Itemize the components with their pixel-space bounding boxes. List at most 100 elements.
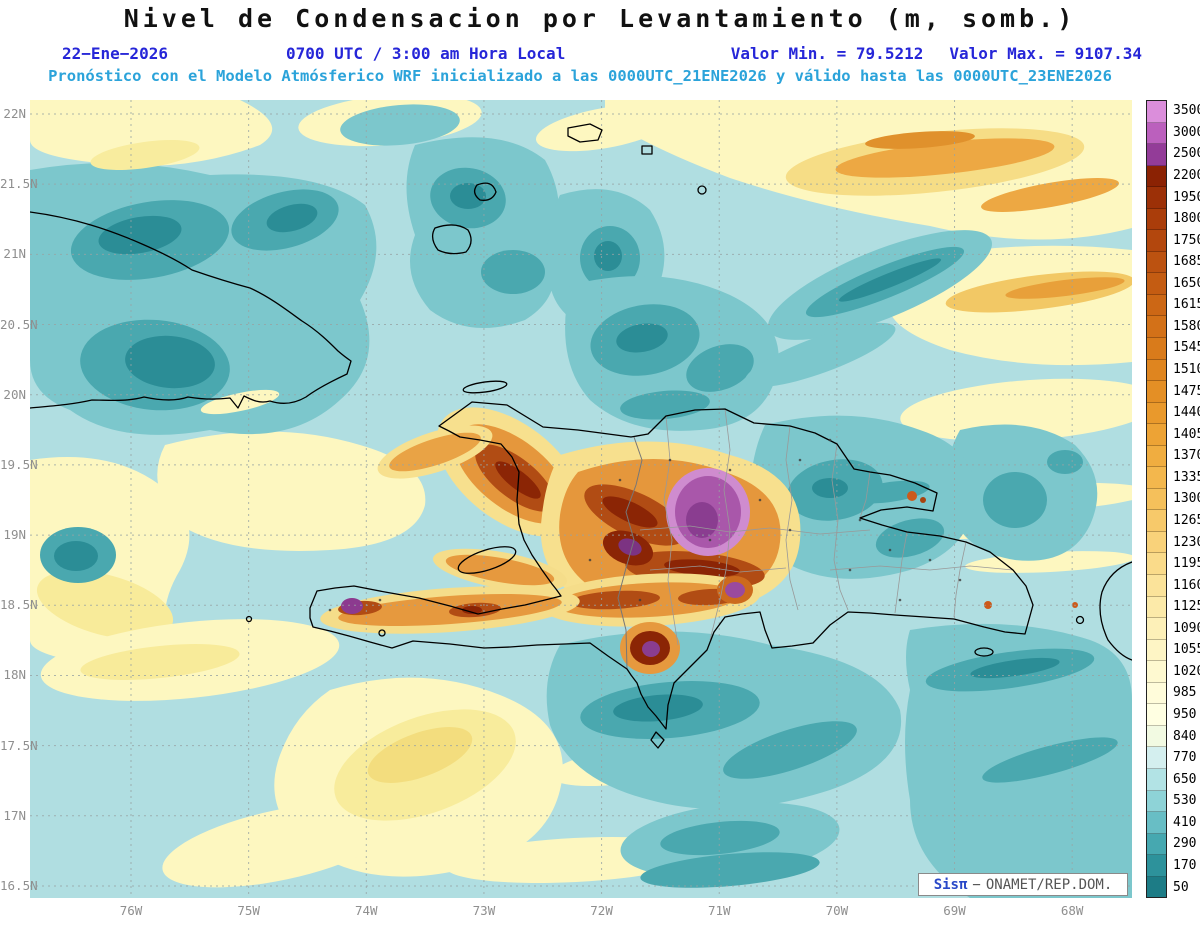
legend-value: 950: [1173, 707, 1197, 723]
legend-cell: [1147, 445, 1166, 468]
lat-tick: 21.5N: [0, 176, 38, 192]
legend-value: 410: [1173, 814, 1197, 830]
lon-tick: 71W: [707, 903, 731, 918]
legend-cell: [1147, 553, 1166, 576]
legend-value: 1055: [1173, 642, 1200, 658]
legend-value: 1545: [1173, 340, 1200, 356]
legend-value: 290: [1173, 836, 1197, 852]
legend-cell: [1147, 294, 1166, 317]
legend-cell: [1147, 747, 1166, 769]
legend-value: 1685: [1173, 254, 1200, 270]
legend-cell: [1147, 596, 1166, 619]
lat-tick: 17N: [3, 807, 26, 823]
legend-value: 1335: [1173, 469, 1200, 485]
lon-tick: 72W: [590, 903, 613, 918]
legend-value: 1230: [1173, 534, 1200, 550]
legend-cell: [1147, 338, 1166, 360]
legend-cell: [1147, 725, 1166, 748]
legend-value: 2200: [1173, 167, 1200, 183]
lat-tick: 17.5N: [0, 737, 38, 753]
lat-tick: 20N: [3, 386, 26, 402]
max-value: Valor Max. = 9107.34: [949, 44, 1142, 63]
color-scale-bar: [1146, 100, 1167, 898]
lon-tick: 74W: [354, 903, 378, 918]
longitude-axis: 76W 75W 74W 73W 72W 71W 70W 69W 68W: [30, 903, 1132, 923]
admin-borders: [617, 408, 1014, 670]
legend-value: 1370: [1173, 448, 1200, 464]
watermark: Sisπ − ONAMET/REP.DOM.: [918, 873, 1128, 896]
legend-value: 2500: [1173, 146, 1200, 162]
contour-field: [30, 100, 1132, 898]
graticule: [30, 100, 1132, 898]
legend-value: 1440: [1173, 405, 1200, 421]
legend-cell: [1147, 488, 1166, 511]
legend-value: 770: [1173, 750, 1197, 766]
lat-tick: 19.5N: [0, 456, 38, 472]
legend-cell: [1147, 208, 1166, 231]
legend-cell: [1147, 251, 1166, 274]
legend-cell: [1147, 682, 1166, 705]
run-date: 22−Ene−2026: [62, 44, 168, 63]
legend-value: 50: [1173, 879, 1189, 895]
legend-cell: [1147, 122, 1166, 145]
legend-cell: [1147, 359, 1166, 382]
watermark-org: ONAMET/REP.DOM.: [985, 876, 1113, 893]
legend-cell: [1147, 101, 1166, 123]
terrain-stipple: [328, 438, 962, 612]
lon-tick: 70W: [825, 903, 849, 918]
legend-value: 1475: [1173, 383, 1200, 399]
lat-tick: 20.5N: [0, 316, 38, 332]
legend-cell: [1147, 855, 1166, 877]
legend-cell: [1147, 531, 1166, 554]
lat-tick: 18N: [3, 667, 26, 683]
page-title: Nivel de Condensacion por Levantamiento …: [123, 4, 1077, 33]
legend-value: 840: [1173, 728, 1197, 744]
legend-cell: [1147, 187, 1166, 209]
lon-tick: 75W: [237, 903, 260, 918]
legend-value: 1950: [1173, 189, 1200, 205]
legend-cell: [1147, 661, 1166, 683]
legend-value: 1650: [1173, 275, 1200, 291]
legend-value: 3500: [1173, 103, 1200, 119]
min-value: Valor Min. = 79.5212: [730, 44, 924, 63]
legend-cell: [1147, 833, 1166, 856]
legend-cell: [1147, 467, 1166, 489]
valid-time: 0700 UTC / 3:00 am Hora Local: [285, 44, 566, 63]
legend-value: 1405: [1173, 426, 1200, 442]
legend-value: 1125: [1173, 599, 1200, 615]
meta-line: 22−Ene−2026 0700 UTC / 3:00 am Hora Loca…: [62, 44, 1142, 63]
legend-cell: [1147, 165, 1166, 188]
legend-cell: [1147, 402, 1166, 425]
legend-value: 1300: [1173, 491, 1200, 507]
legend-cell: [1147, 316, 1166, 339]
legend-value: 1090: [1173, 620, 1200, 636]
legend-value: 1510: [1173, 362, 1200, 378]
legend-value: 650: [1173, 771, 1197, 787]
legend-cell: [1147, 575, 1166, 597]
legend-value: 1800: [1173, 211, 1200, 227]
lat-tick: 21N: [3, 246, 26, 262]
legend-cell: [1147, 424, 1166, 446]
legend-value: 3000: [1173, 124, 1200, 140]
lat-tick: 18.5N: [0, 597, 38, 613]
legend-value: 530: [1173, 793, 1197, 809]
watermark-brand: Sisπ: [933, 876, 968, 893]
legend-value: 170: [1173, 857, 1197, 873]
legend-cell: [1147, 381, 1166, 403]
legend-cell: [1147, 144, 1166, 166]
legend-value: 1195: [1173, 556, 1200, 572]
color-scale-labels: 3500 3000 2500 2200 1950 1800 1750 1685 1650 1615…: [1173, 100, 1200, 898]
coastlines: [30, 123, 1132, 749]
lon-tick: 69W: [943, 903, 966, 918]
legend-value: 1750: [1173, 232, 1200, 248]
latitude-axis: 22N 21.5N 21N 20.5N 20N 19.5N 19N 18.5N 18N 17.5N…: [0, 100, 38, 898]
lon-tick: 68W: [1060, 903, 1084, 918]
lon-tick: 73W: [472, 903, 496, 918]
legend-value: 1265: [1173, 512, 1200, 528]
lat-tick: 19N: [3, 527, 26, 543]
lat-tick: 16.5N: [0, 877, 38, 893]
map-canvas: [30, 100, 1132, 898]
lat-tick: 22N: [3, 106, 26, 121]
forecast-note: Pronóstico con el Modelo Atmósferico WRF…: [48, 67, 1112, 85]
